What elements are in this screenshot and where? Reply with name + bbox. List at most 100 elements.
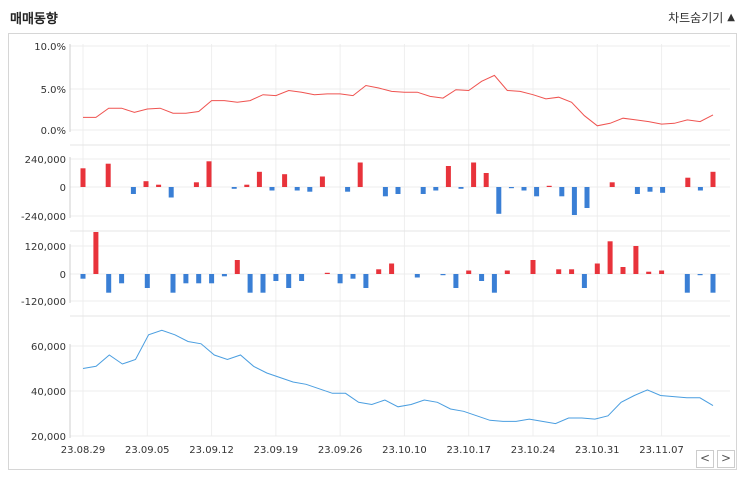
bar	[324, 272, 330, 274]
bar	[491, 274, 497, 293]
bar	[646, 271, 652, 274]
bar	[231, 187, 237, 189]
bar	[479, 274, 485, 281]
y-tick-label: 40,000	[31, 387, 66, 398]
page-title: 매매동향	[10, 12, 58, 27]
bar	[106, 274, 112, 293]
bar	[697, 187, 703, 191]
x-tick-label: 23.09.26	[318, 445, 363, 456]
bar	[209, 274, 215, 284]
bar	[466, 270, 472, 274]
bar	[156, 184, 162, 187]
x-tick-label: 23.10.17	[446, 445, 491, 456]
bar	[633, 246, 639, 274]
bar	[93, 232, 99, 274]
y-tick-label: 5.0%	[41, 85, 66, 96]
prev-button[interactable]: <	[696, 450, 714, 468]
bar	[357, 162, 363, 187]
hide-chart-toggle[interactable]: 차트숨기기 ▲	[668, 9, 735, 26]
bar	[483, 173, 489, 187]
bar	[471, 162, 477, 187]
y-tick-label: 0	[60, 270, 66, 281]
x-tick-label: 23.09.12	[189, 445, 234, 456]
bar	[337, 274, 343, 284]
bar	[105, 163, 111, 187]
bar	[414, 274, 420, 278]
next-button[interactable]: >	[717, 450, 735, 468]
bar	[647, 187, 653, 192]
bar	[206, 161, 212, 187]
x-tick-label: 23.10.10	[382, 445, 427, 456]
bar	[345, 187, 351, 192]
bar	[234, 260, 240, 274]
bar	[299, 274, 305, 281]
x-tick-label: 23.10.24	[511, 445, 556, 456]
bar	[420, 187, 426, 194]
bar	[80, 274, 86, 279]
bar	[556, 269, 562, 274]
y-tick-label: 0	[60, 183, 66, 194]
y-tick-label: 10.0%	[34, 42, 66, 53]
bar	[269, 187, 275, 191]
bar	[130, 187, 136, 194]
bar	[286, 274, 292, 288]
bar	[620, 267, 626, 274]
bar	[659, 270, 665, 274]
bar	[697, 274, 703, 276]
bar	[508, 187, 514, 189]
bar	[559, 187, 565, 197]
x-tick-label: 23.08.29	[61, 445, 106, 456]
bar	[685, 177, 691, 187]
y-tick-label: 20,000	[31, 432, 66, 443]
bar	[581, 274, 587, 288]
bar	[363, 274, 369, 288]
x-tick-label: 23.10.31	[575, 445, 620, 456]
bar	[168, 187, 174, 198]
bar	[221, 274, 227, 277]
bar	[634, 187, 640, 194]
bar	[170, 274, 176, 293]
bar	[247, 274, 253, 293]
hide-chart-label: 차트숨기기	[668, 11, 724, 25]
x-tick-label: 23.11.07	[639, 445, 684, 456]
bar	[546, 185, 552, 187]
bar	[569, 269, 575, 274]
bar	[458, 187, 464, 189]
triangle-up-icon: ▲	[727, 12, 735, 23]
bar	[143, 181, 149, 187]
bar	[607, 241, 613, 274]
bar	[389, 263, 395, 274]
y-tick-label: 0.0%	[41, 126, 66, 137]
bar	[584, 187, 590, 208]
y-tick-label: -240,000	[21, 212, 66, 223]
bar	[521, 187, 527, 191]
x-tick-label: 23.09.05	[125, 445, 170, 456]
bar	[433, 187, 439, 191]
bar	[80, 168, 86, 187]
bar	[660, 187, 666, 193]
bar	[594, 263, 600, 274]
bar	[453, 274, 459, 288]
rate-line	[83, 74, 714, 127]
bar	[273, 274, 279, 281]
bar	[504, 270, 510, 274]
bar	[144, 274, 150, 288]
bar	[382, 187, 388, 197]
bar	[294, 187, 300, 191]
bar	[119, 274, 125, 284]
bar	[571, 187, 577, 215]
y-tick-label: 60,000	[31, 342, 66, 353]
bar	[395, 187, 401, 194]
bar	[196, 274, 202, 284]
bar	[496, 187, 502, 214]
bar	[710, 171, 716, 187]
bar	[193, 182, 199, 187]
bar	[183, 274, 189, 284]
holding-line	[82, 329, 714, 425]
bar	[684, 274, 690, 293]
bar	[260, 274, 266, 293]
chart-frame	[8, 33, 737, 470]
y-tick-label: -120,000	[21, 297, 66, 308]
y-tick-label: 120,000	[25, 242, 66, 253]
